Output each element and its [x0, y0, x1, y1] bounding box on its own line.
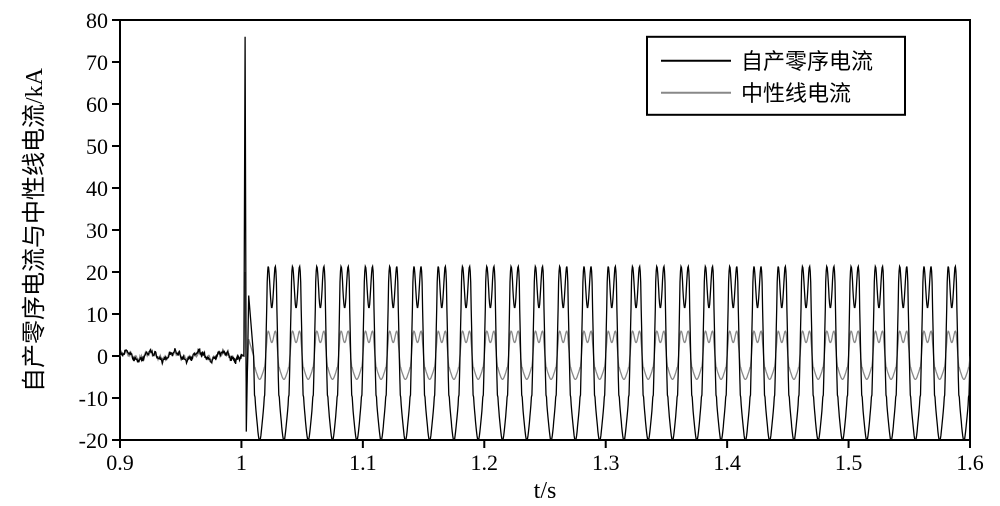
y-tick-label: 50 — [86, 134, 108, 159]
y-tick-label: -20 — [79, 428, 108, 453]
x-tick-label: 0.9 — [106, 450, 134, 475]
y-tick-label: 30 — [86, 218, 108, 243]
y-axis-label: 自产零序电流与中性线电流/kA — [21, 67, 48, 392]
x-tick-label: 1 — [236, 450, 247, 475]
x-tick-label: 1.6 — [956, 450, 984, 475]
y-tick-label: 80 — [86, 8, 108, 33]
chart-container: -20 -10 0 10 20 30 40 50 60 70 80 0.9 1 1.1 1.2 1.3 1.4 1… — [0, 0, 1000, 506]
x-axis-label: t/s — [534, 478, 557, 504]
x-tick-label: 1.1 — [349, 450, 377, 475]
y-tick-label: 40 — [86, 176, 108, 201]
y-tick-label: -10 — [79, 386, 108, 411]
y-tick-label: 20 — [86, 260, 108, 285]
legend-label: 中性线电流 — [741, 81, 851, 106]
y-tick-label: 60 — [86, 92, 108, 117]
waveform-chart: -20 -10 0 10 20 30 40 50 60 70 80 0.9 1 1.1 1.2 1.3 1.4 1… — [0, 0, 1000, 506]
y-tick-label: 0 — [97, 344, 108, 369]
y-tick-label: 70 — [86, 50, 108, 75]
y-tick-label: 10 — [86, 302, 108, 327]
x-tick-label: 1.4 — [713, 450, 741, 475]
legend-label: 自产零序电流 — [741, 49, 873, 74]
x-tick-label: 1.2 — [471, 450, 499, 475]
x-tick-label: 1.5 — [835, 450, 863, 475]
x-tick-label: 1.3 — [592, 450, 620, 475]
